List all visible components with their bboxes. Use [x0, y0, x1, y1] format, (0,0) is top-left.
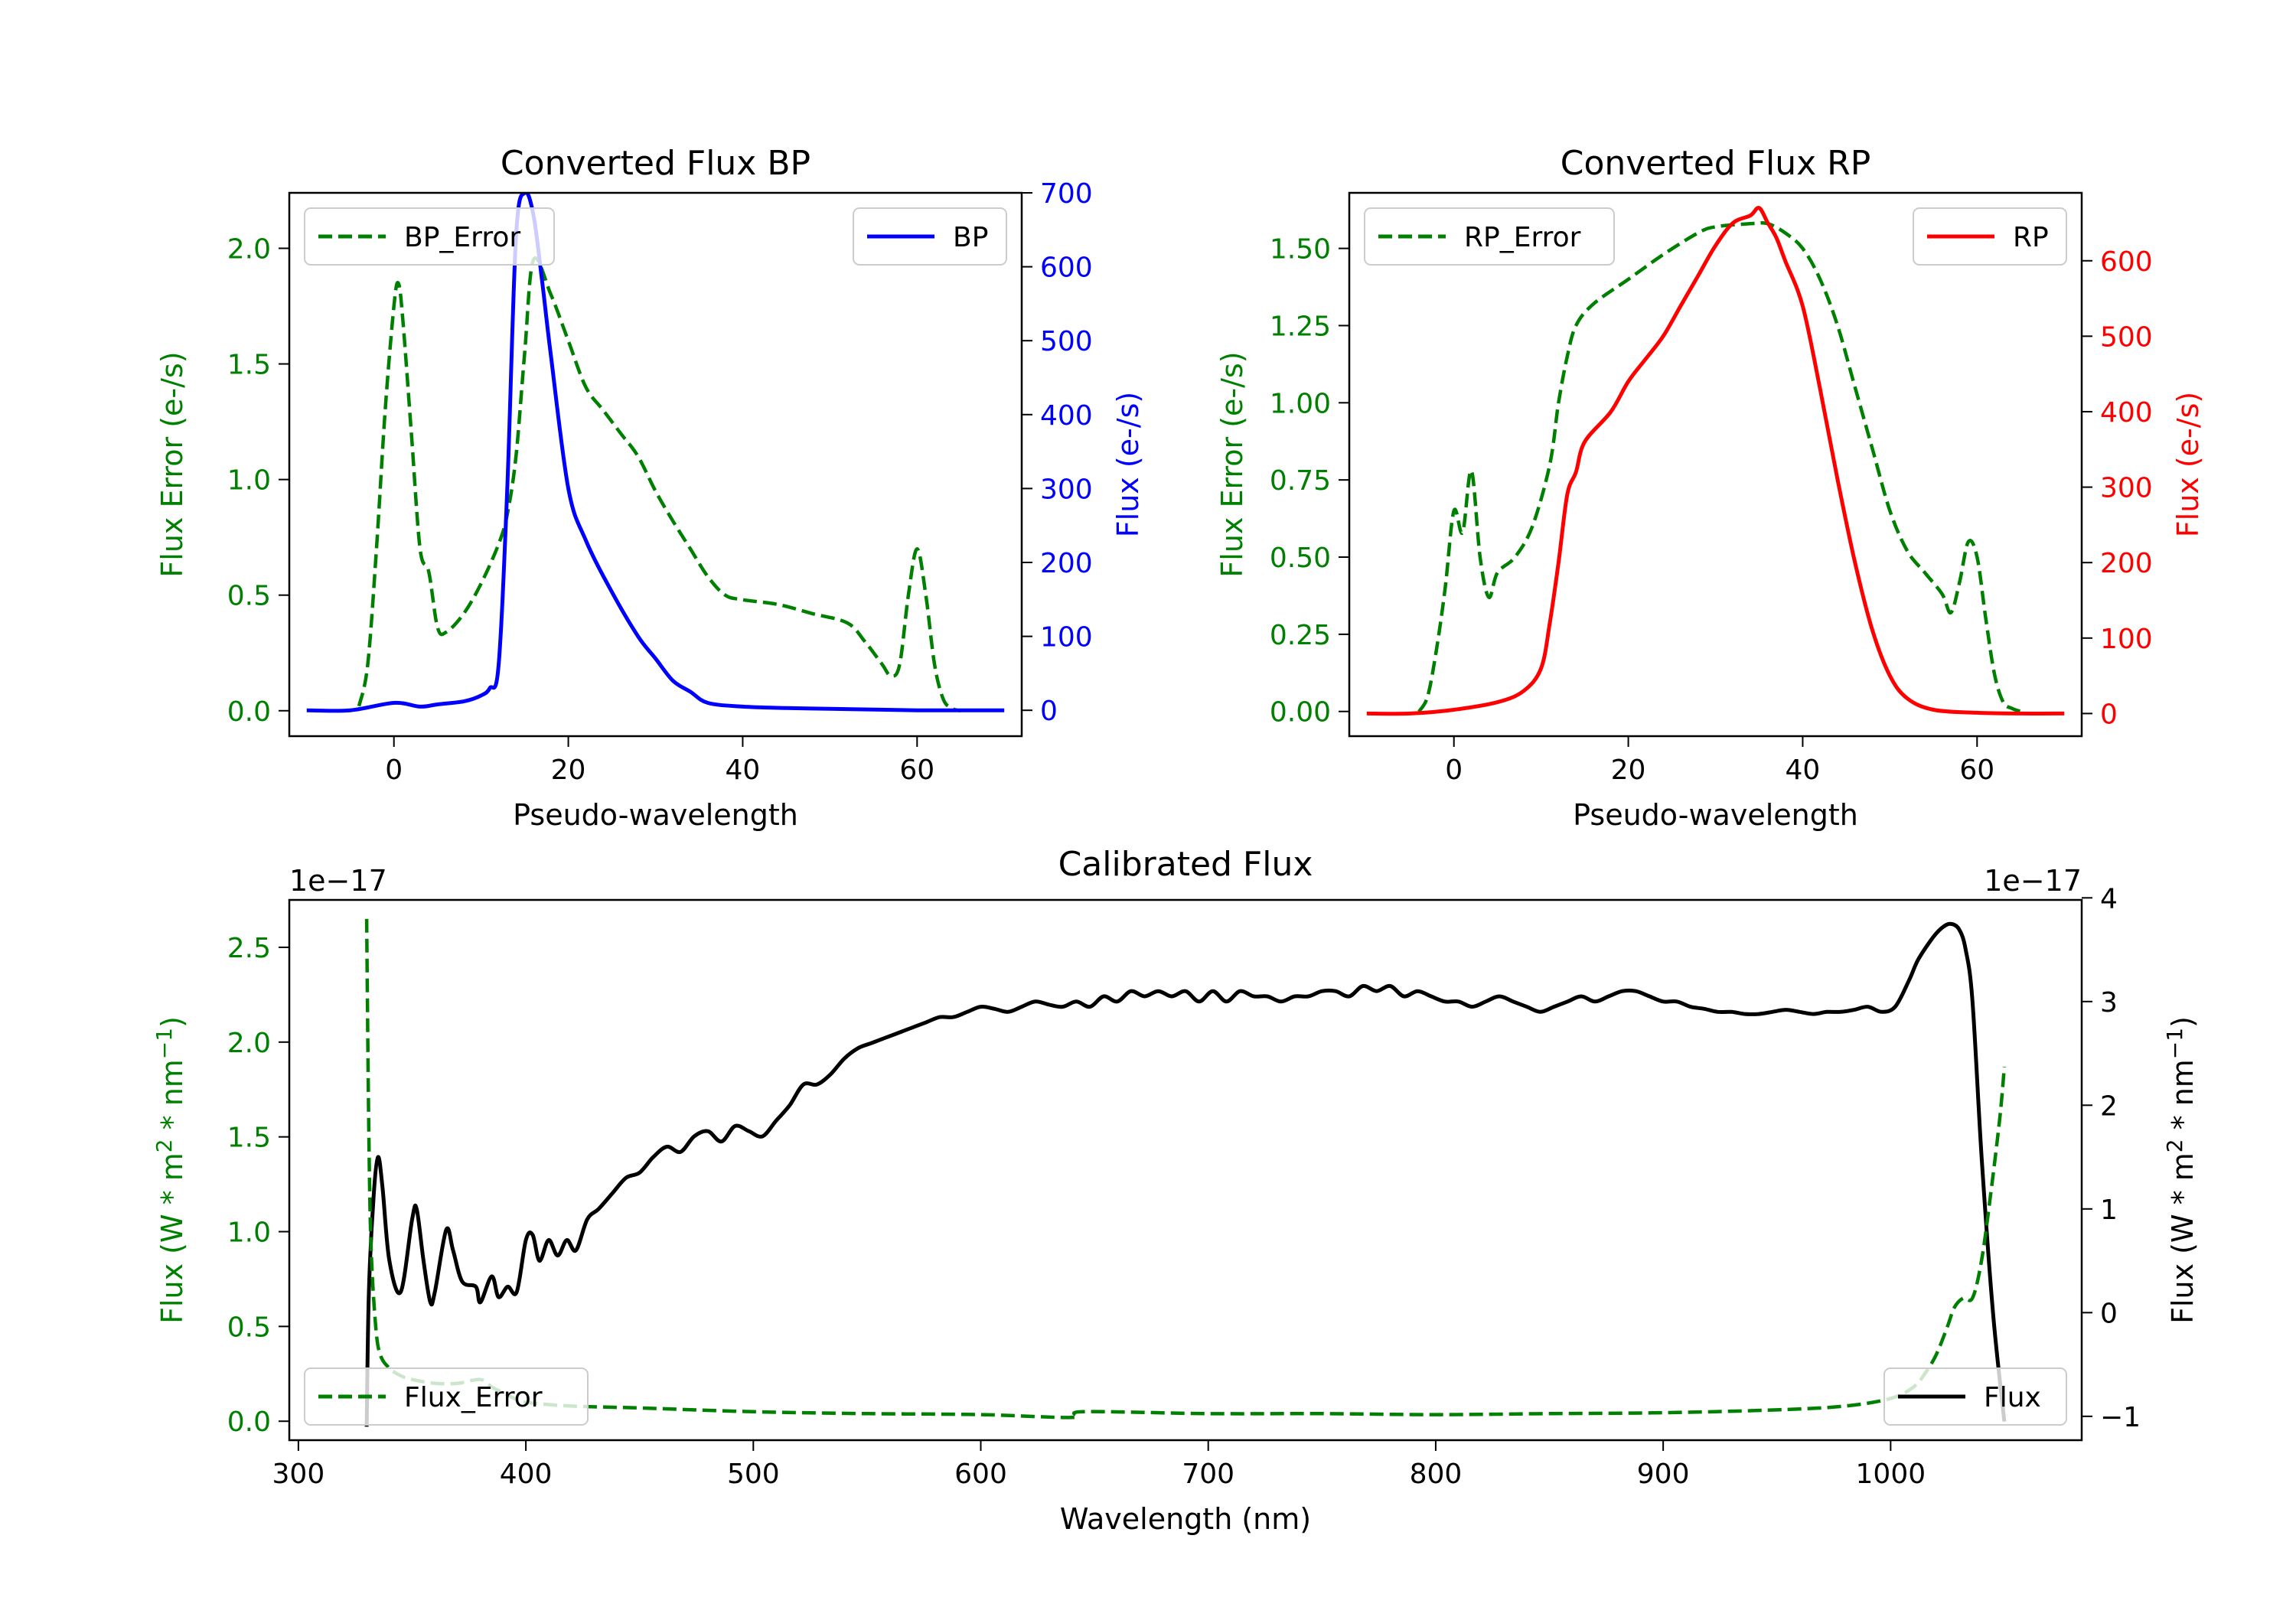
chart0: 0 20 40 60 0.0 0.5 1.0 1.5 2.0 0 100 200 300 400 500 60…	[155, 144, 1145, 832]
chart2-series-flux-error	[364, 918, 2007, 1420]
chart1-series-rp-error	[1417, 221, 2021, 713]
chart1-title: Converted Flux RP	[1561, 144, 1871, 183]
chart2-xtick-label-0: 300	[272, 1459, 325, 1490]
chart0-xlabel: Pseudo-wavelength	[513, 798, 798, 832]
chart0-ytick-right-label-4: 400	[1040, 400, 1093, 432]
chart0-ytick-right-label-7: 700	[1040, 178, 1093, 210]
chart0-ytick-left-label-0: 0.0	[227, 696, 271, 728]
chart0-legend-label-1: BP	[953, 222, 988, 253]
chart1-ytick-right-label-1: 100	[2100, 624, 2153, 655]
chart0-ytick-right-label-5: 500	[1040, 326, 1093, 357]
chart0-ytick-right-label-2: 200	[1040, 548, 1093, 579]
chart1-ytick-right-label-0: 0	[2100, 699, 2118, 730]
chart0-legend-1: BP	[853, 207, 1007, 266]
chart0-ylabel-right: Flux (e-/s)	[1111, 392, 1145, 537]
chart1-xtick-label-2: 40	[1786, 755, 1821, 786]
chart0-frame	[288, 191, 1023, 738]
chart1: 0 20 40 60 0.00 0.25 0.50 0.75 1.00 1.25 1.50 0 100 2…	[1215, 144, 2205, 832]
chart2-xtick-label-1: 400	[500, 1459, 553, 1490]
chart2-legend-label-0: Flux_Error	[404, 1382, 543, 1413]
chart0-legend-0: BP_Error	[304, 207, 555, 266]
chart0-ytick-left-label-4: 2.0	[227, 234, 271, 266]
chart2-ytick-left-label-3: 1.5	[227, 1123, 271, 1154]
chart1-xlabel: Pseudo-wavelength	[1573, 798, 1858, 832]
chart1-ytick-left-label-3: 0.75	[1270, 465, 1331, 497]
chart1-ytick-left-label-5: 1.25	[1270, 311, 1331, 342]
chart2-ytick-left-label-4: 2.0	[227, 1028, 271, 1059]
chart0-series-bp-error	[357, 256, 961, 713]
chart2-ytick-right-label-4: 3	[2100, 987, 2118, 1019]
chart0-legend-frame-0	[304, 207, 555, 266]
chart2-ytick-left-label-1: 0.5	[227, 1312, 271, 1343]
chart0-ytick-right-label-1: 100	[1040, 622, 1093, 654]
chart0-xtick-label-0: 0	[385, 755, 403, 786]
chart1-legend-1: RP	[1913, 207, 2067, 266]
chart2-ytick-left-label-2: 1.0	[227, 1217, 271, 1249]
chart2-title: Calibrated Flux	[1058, 845, 1313, 884]
chart1-ytick-left-label-0: 0.00	[1270, 697, 1331, 729]
chart2-ytick-left-label-0: 0.0	[227, 1407, 271, 1438]
chart0-title: Converted Flux BP	[501, 144, 810, 183]
chart2-offset-right: 1e−17	[1984, 864, 2082, 898]
chart0-ytick-left-label-2: 1.0	[227, 465, 271, 497]
chart0-xtick-label-1: 20	[551, 755, 586, 786]
chart2-legend-0: Flux_Error	[304, 1367, 589, 1426]
chart1-ytick-right-label-5: 500	[2100, 321, 2153, 353]
chart0-ytick-right-label-3: 300	[1040, 474, 1093, 505]
chart1-series-rp	[1366, 206, 2065, 716]
chart0-ytick-right-label-0: 0	[1040, 696, 1058, 727]
chart2-legend-frame-0	[304, 1367, 589, 1426]
chart2-xtick-label-6: 900	[1637, 1459, 1690, 1490]
chart2-ytick-right-label-3: 2	[2100, 1090, 2118, 1122]
chart2-ytick-right-label-1: 0	[2100, 1298, 2118, 1329]
chart2-offset-left: 1e−17	[289, 864, 387, 898]
chart2-legend-1: Flux	[1883, 1367, 2067, 1426]
chart2-xtick-label-7: 1000	[1856, 1459, 1926, 1490]
chart0-xtick-label-3: 60	[899, 755, 934, 786]
chart1-ytick-right-label-3: 300	[2100, 473, 2153, 504]
chart0-xtick-label-2: 40	[726, 755, 761, 786]
chart0-ytick-left-label-1: 0.5	[227, 581, 271, 612]
chart1-ylabel-left: Flux Error (e-/s)	[1215, 351, 1249, 577]
chart1-ytick-left-label-1: 0.25	[1270, 620, 1331, 651]
chart2-legend-frame-1	[1883, 1367, 2067, 1426]
chart2-xtick-label-2: 500	[727, 1459, 780, 1490]
chart0-series-bp	[306, 193, 1005, 713]
chart0-ylabel-left: Flux Error (e-/s)	[155, 351, 189, 577]
chart1-xtick-label-1: 20	[1611, 755, 1646, 786]
chart2-xtick-label-5: 800	[1410, 1459, 1463, 1490]
chart1-legend-label-1: RP	[2013, 222, 2049, 253]
chart1-frame	[1348, 191, 2083, 738]
chart1-ylabel-right: Flux (e-/s)	[2171, 392, 2205, 537]
chart2-ytick-right-label-5: 4	[2100, 883, 2118, 914]
chart2-ylabel-left: Flux (W * m2 * nm−1)	[152, 1016, 189, 1324]
chart0-ytick-left-label-3: 1.5	[227, 350, 271, 381]
chart2: 300 400 500 600 700 800 900 1000 0.0 0.5 1.0 1.5 2.0…	[152, 845, 2200, 1536]
chart1-xtick-label-3: 60	[1959, 755, 1994, 786]
chart1-ytick-left-label-6: 1.50	[1270, 234, 1331, 266]
chart2-xtick-label-4: 700	[1182, 1459, 1234, 1490]
chart1-ytick-left-label-2: 0.50	[1270, 543, 1331, 574]
chart0-legend-label-0: BP_Error	[404, 222, 520, 253]
chart2-ytick-left-label-5: 2.5	[227, 933, 271, 964]
chart1-ytick-left-label-4: 1.00	[1270, 388, 1331, 419]
chart1-legend-frame-0	[1364, 207, 1615, 266]
chart2-series-flux	[364, 921, 2007, 1427]
chart1-legend-label-0: RP_Error	[1464, 222, 1581, 253]
chart2-ytick-right-label-2: 1	[2100, 1195, 2118, 1226]
chart1-legend-0: RP_Error	[1364, 207, 1615, 266]
chart2-ytick-right-label-0: −1	[2100, 1402, 2141, 1433]
chart2-xlabel: Wavelength (nm)	[1060, 1502, 1311, 1536]
chart0-ytick-right-label-6: 600	[1040, 253, 1093, 284]
chart2-legend-label-1: Flux	[1984, 1382, 2041, 1413]
chart1-ytick-right-label-6: 600	[2100, 246, 2153, 278]
chart2-xtick-label-3: 600	[954, 1459, 1007, 1490]
chart1-ytick-right-label-2: 200	[2100, 548, 2153, 579]
chart2-frame	[288, 898, 2083, 1442]
chart1-xtick-label-0: 0	[1445, 755, 1463, 786]
chart2-ylabel-right: Flux (W * m2 * nm−1)	[2162, 1016, 2200, 1324]
chart1-ytick-right-label-4: 400	[2100, 397, 2153, 429]
